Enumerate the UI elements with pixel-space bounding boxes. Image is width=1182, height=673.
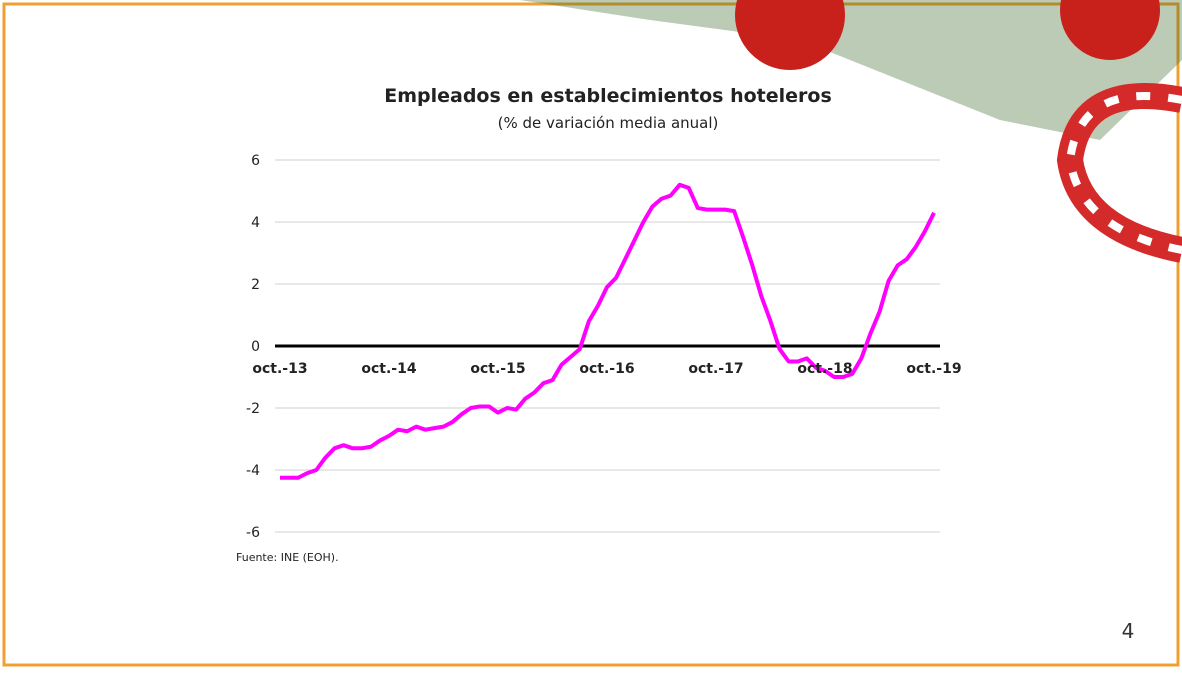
plot: -6 -4 -2 0 2 4 6 oct.-13 oct.-14 oct.-15 oct.-16 oc… bbox=[246, 153, 962, 541]
y-tick-label: -2 bbox=[246, 401, 260, 417]
chart-title: Empleados en establecimientos hoteleros bbox=[384, 85, 832, 107]
y-tick-label: 0 bbox=[251, 339, 260, 355]
slide: Empleados en establecimientos hoteleros … bbox=[0, 0, 1182, 669]
y-tick-label: 4 bbox=[251, 215, 260, 231]
source: Fuente: INE (EOH). bbox=[236, 551, 339, 564]
x-tick-label: oct.-16 bbox=[579, 361, 634, 377]
y-tick-label: -4 bbox=[246, 463, 260, 479]
data-line bbox=[280, 185, 934, 478]
y-tick-label: 2 bbox=[251, 277, 260, 293]
x-tick-label: oct.-14 bbox=[361, 361, 416, 377]
x-tick-label: oct.-15 bbox=[470, 361, 525, 377]
x-tick-label: oct.-18 bbox=[797, 361, 852, 377]
x-tick-label: oct.-17 bbox=[688, 361, 743, 377]
page-number: 4 bbox=[1122, 619, 1135, 643]
chart-subtitle: (% de variación media anual) bbox=[498, 114, 719, 132]
y-tick-label: 6 bbox=[251, 153, 260, 169]
x-tick-label: oct.-13 bbox=[252, 361, 307, 377]
x-tick-label: oct.-19 bbox=[906, 361, 961, 377]
y-tick-label: -6 bbox=[246, 525, 260, 541]
